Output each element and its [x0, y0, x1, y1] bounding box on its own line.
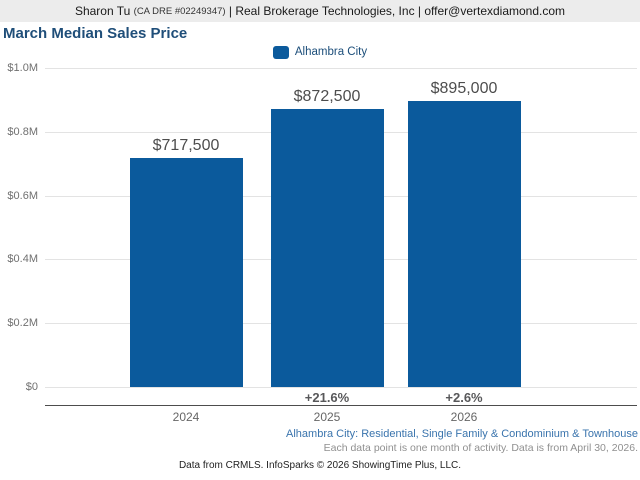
bar-value-label: $717,500: [152, 137, 220, 154]
pct-change-label: +21.6%: [304, 390, 350, 405]
attribution: Data from CRMLS. InfoSparks © 2026 Showi…: [178, 460, 462, 471]
x-axis-tick-label: 2024: [172, 410, 200, 424]
legend-color-swatch: [272, 45, 289, 59]
y-axis-tick-label: $0: [25, 381, 38, 393]
header-banner: Sharon Tu (CA DRE #02249347) | Real Brok…: [0, 0, 640, 22]
bar-value-label: $872,500: [293, 88, 361, 105]
bar-2026[interactable]: [408, 101, 521, 387]
y-axis-tick-label: $0.2M: [7, 317, 38, 329]
y-axis-tick-label: $1.0M: [7, 62, 38, 74]
bar-2025[interactable]: [271, 109, 384, 387]
y-axis-tick-label: $0.4M: [7, 253, 38, 265]
pct-change-label: +2.6%: [445, 390, 483, 405]
gridline: [45, 68, 637, 69]
brokerage-and-email: | Real Brokerage Technologies, Inc | off…: [228, 4, 566, 18]
agent-name: Sharon Tu: [74, 4, 131, 18]
series-description: Alhambra City: Residential, Single Famil…: [286, 428, 638, 440]
gridline: [45, 387, 637, 388]
y-axis-tick-label: $0.8M: [7, 126, 38, 138]
agent-license: (CA DRE #02249347): [133, 5, 226, 17]
x-axis-tick-label: 2026: [450, 410, 478, 424]
data-note: Each data point is one month of activity…: [323, 442, 638, 454]
bar-2024[interactable]: [130, 158, 243, 387]
x-axis-line: [45, 405, 637, 406]
x-axis-tick-label: 2025: [313, 410, 341, 424]
legend-series-label: Alhambra City: [294, 46, 368, 58]
bar-value-label: $895,000: [430, 80, 498, 97]
page-title: March Median Sales Price: [3, 25, 188, 42]
legend[interactable]: Alhambra City: [0, 44, 640, 60]
y-axis-tick-label: $0.6M: [7, 190, 38, 202]
